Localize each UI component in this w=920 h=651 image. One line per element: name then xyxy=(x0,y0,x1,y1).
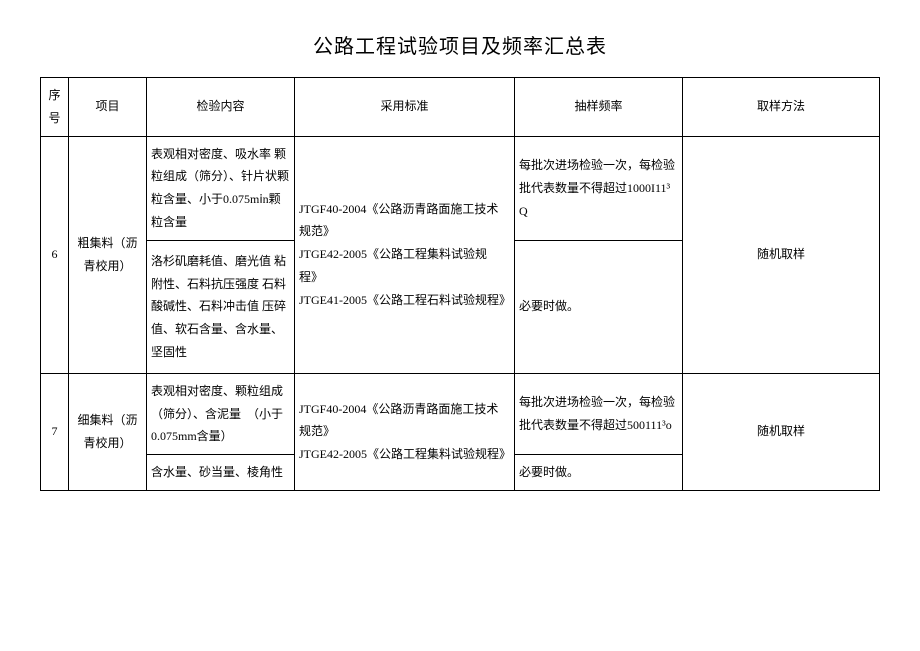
cell-freq: 必要时做。 xyxy=(515,240,683,373)
cell-seq: 6 xyxy=(41,136,69,373)
cell-freq: 每批次进场检验一次，每检验批代表数量不得超过500111³o xyxy=(515,373,683,454)
cell-freq: 必要时做。 xyxy=(515,455,683,491)
summary-table: 序号 项目 检验内容 采用标准 抽样频率 取样方法 6 粗集料（沥青校用） 表观… xyxy=(40,77,880,491)
header-content: 检验内容 xyxy=(147,78,295,137)
cell-freq: 每批次进场检验一次，每检验批代表数量不得超过1000I11³Q xyxy=(515,136,683,240)
header-freq: 抽样频率 xyxy=(515,78,683,137)
header-seq: 序号 xyxy=(41,78,69,137)
cell-content: 含水量、砂当量、棱角性 xyxy=(147,455,295,491)
cell-content: 表观相对密度、吸水率 颗粒组成（筛分）、针片状颗粒含量、小于0.075mⅰn颗粒… xyxy=(147,136,295,240)
cell-content: 洛杉矶磨耗值、磨光值 粘附性、石料抗压强度 石料酸碱性、石料冲击值 压碎值、软石… xyxy=(147,240,295,373)
table-row: 7 细集料（沥青校用） 表观相对密度、颗粒组成（筛分）、含泥量 （小于0.075… xyxy=(41,373,880,454)
cell-seq: 7 xyxy=(41,373,69,490)
cell-item: 细集料（沥青校用） xyxy=(69,373,147,490)
cell-method: 随机取样 xyxy=(683,373,880,490)
header-method: 取样方法 xyxy=(683,78,880,137)
table-row: 6 粗集料（沥青校用） 表观相对密度、吸水率 颗粒组成（筛分）、针片状颗粒含量、… xyxy=(41,136,880,240)
cell-standard: JTGF40-2004《公路沥青路面施工技术规范》 JTGE42-2005《公路… xyxy=(295,373,515,490)
page-title: 公路工程试验项目及频率汇总表 xyxy=(40,30,880,59)
cell-standard: JTGF40-2004《公路沥青路面施工技术规范》 JTGE42-2005《公路… xyxy=(295,136,515,373)
header-item: 项目 xyxy=(69,78,147,137)
cell-content: 表观相对密度、颗粒组成（筛分）、含泥量 （小于0.075mm含量） xyxy=(147,373,295,454)
cell-item: 粗集料（沥青校用） xyxy=(69,136,147,373)
cell-method: 随机取样 xyxy=(683,136,880,373)
header-standard: 采用标准 xyxy=(295,78,515,137)
header-row: 序号 项目 检验内容 采用标准 抽样频率 取样方法 xyxy=(41,78,880,137)
